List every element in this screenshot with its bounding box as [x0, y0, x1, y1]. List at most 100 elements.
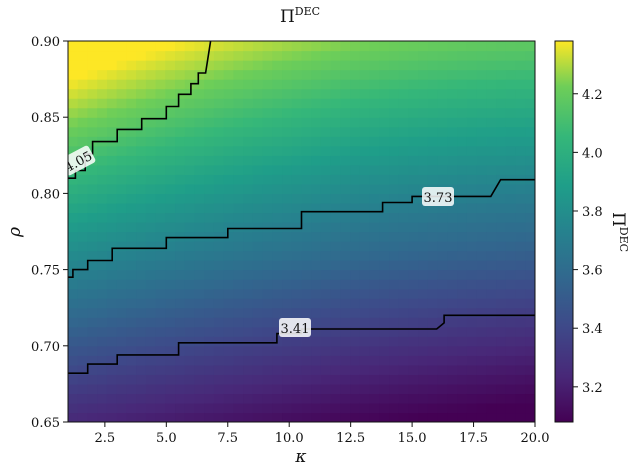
colorbar-tick-label: 3.8: [582, 205, 603, 220]
heatmap-cell: [350, 174, 361, 185]
heatmap-cell: [233, 298, 244, 309]
heatmap-cell: [350, 364, 361, 375]
heatmap-cell: [262, 402, 273, 414]
heatmap-cell: [311, 221, 322, 233]
heatmap-cell: [165, 183, 176, 194]
heatmap-cell: [77, 231, 89, 242]
heatmap-cell: [272, 136, 283, 147]
heatmap-cell: [398, 136, 410, 147]
heatmap-cell: [379, 250, 390, 261]
heatmap-cell: [194, 136, 205, 147]
heatmap-cell: [252, 126, 264, 137]
heatmap-cell: [77, 307, 89, 318]
heatmap-cell: [126, 345, 137, 356]
heatmap-cell: [398, 174, 410, 185]
heatmap-cell: [136, 241, 147, 252]
heatmap-cell: [427, 317, 439, 328]
heatmap-cell: [155, 164, 166, 175]
heatmap-cell: [233, 136, 244, 147]
heatmap-cell: [106, 155, 118, 166]
heatmap-cell: [204, 126, 215, 137]
heatmap-cell: [272, 364, 283, 375]
heatmap-cell: [447, 288, 458, 299]
heatmap-cell: [476, 231, 487, 242]
heatmap-cell: [466, 98, 478, 109]
heatmap-cell: [136, 374, 147, 385]
heatmap-cell: [116, 326, 127, 337]
heatmap-cell: [77, 250, 89, 261]
heatmap-cell: [359, 221, 371, 233]
heatmap-cell: [175, 107, 186, 118]
heatmap-cell: [282, 221, 293, 233]
heatmap-cell: [408, 155, 419, 166]
heatmap-cell: [320, 383, 332, 395]
heatmap-cell: [97, 41, 108, 52]
heatmap-cell: [496, 183, 507, 194]
heatmap-cell: [389, 145, 400, 156]
heatmap-cell: [68, 41, 79, 52]
heatmap-cell: [194, 383, 205, 395]
heatmap-cell: [68, 317, 79, 328]
heatmap-cell: [447, 298, 458, 309]
heatmap-cell: [155, 41, 166, 52]
heatmap-cell: [515, 374, 526, 385]
heatmap-cell: [486, 117, 497, 128]
heatmap-cell: [379, 345, 390, 356]
heatmap-cell: [525, 383, 535, 395]
heatmap-cell: [223, 402, 234, 414]
heatmap-cell: [126, 202, 137, 214]
heatmap-cell: [204, 69, 215, 80]
heatmap-cell: [213, 307, 225, 318]
heatmap-cell: [155, 269, 166, 280]
heatmap-cell: [145, 269, 157, 280]
heatmap-cell: [233, 145, 244, 156]
heatmap-cell: [68, 412, 79, 422]
heatmap-cell: [418, 117, 429, 128]
heatmap-cell: [515, 383, 526, 395]
heatmap-cell: [398, 298, 410, 309]
heatmap-cell: [97, 221, 108, 233]
chart-title: ΠDEC: [280, 5, 320, 27]
heatmap-cell: [496, 298, 507, 309]
heatmap-cell: [496, 164, 507, 175]
heatmap-cell: [223, 355, 234, 366]
heatmap-cell: [106, 241, 118, 252]
heatmap-cell: [311, 383, 322, 395]
heatmap-cell: [175, 155, 186, 166]
heatmap-cell: [418, 374, 429, 385]
heatmap-cell: [350, 298, 361, 309]
heatmap-cell: [515, 145, 526, 156]
heatmap-cell: [106, 336, 118, 347]
heatmap-cell: [486, 298, 497, 309]
heatmap-cell: [359, 345, 371, 356]
heatmap-cell: [486, 336, 497, 347]
heatmap-cell: [272, 374, 283, 385]
heatmap-cell: [68, 212, 79, 223]
heatmap-cell: [496, 60, 507, 71]
heatmap-cell: [223, 231, 234, 242]
heatmap-cell: [379, 202, 390, 214]
heatmap-cell: [457, 88, 468, 99]
contour-label: 3.41: [279, 318, 311, 337]
heatmap-cell: [486, 250, 497, 261]
heatmap-cell: [272, 250, 283, 261]
heatmap-cell: [476, 402, 487, 414]
heatmap-cell: [136, 279, 147, 290]
heatmap-cell: [106, 117, 118, 128]
contour-lines: 3.413.734.05: [68, 41, 535, 374]
heatmap-cell: [496, 307, 507, 318]
heatmap-cell: [175, 50, 186, 61]
heatmap-cell: [447, 202, 458, 214]
heatmap-cell: [379, 155, 390, 166]
heatmap-cell: [330, 221, 342, 233]
heatmap-cell: [262, 345, 273, 356]
heatmap-cell: [68, 336, 79, 347]
heatmap-cell: [505, 383, 517, 395]
heatmap-cell: [369, 88, 380, 99]
heatmap-cell: [213, 212, 225, 223]
heatmap-cell: [165, 336, 176, 347]
contour-label-box: [422, 187, 454, 206]
heatmap-cell: [97, 60, 108, 71]
heatmap-cell: [505, 79, 517, 90]
heatmap-cell: [437, 279, 449, 290]
